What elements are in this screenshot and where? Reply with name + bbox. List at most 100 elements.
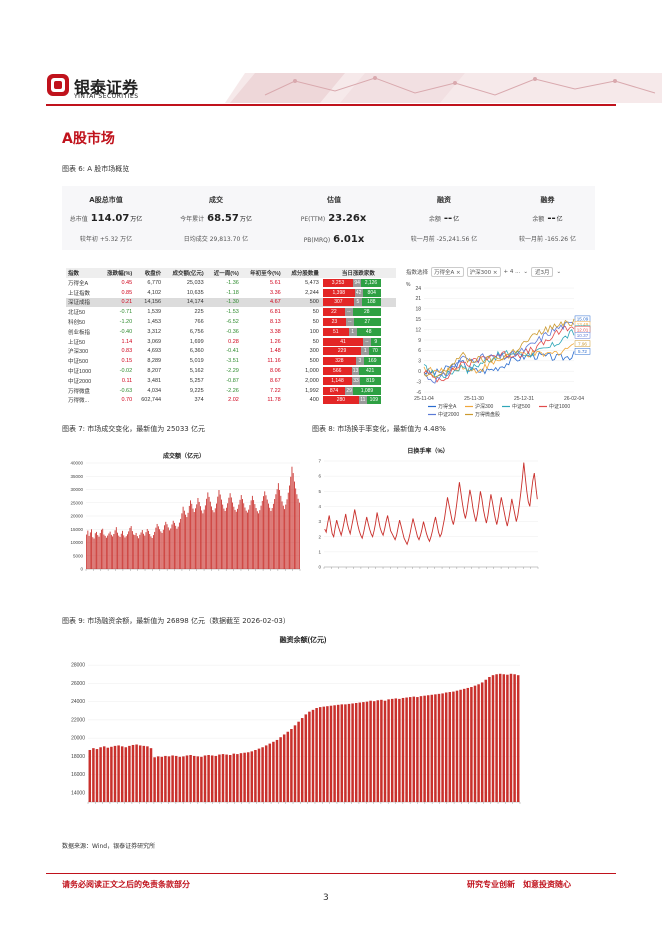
bar <box>87 530 89 569</box>
table-row[interactable]: 深证成指 0.21 14,156 14,174 -1.30 4.67 500 307 5 188 <box>66 297 396 308</box>
table-header-cell[interactable]: 近一周(%) <box>205 268 241 278</box>
table-row[interactable]: 上证指数 0.85 4,102 10,635 -1.18 3.36 2,244 1,398 42… <box>66 288 396 298</box>
end-value-label: 12.01 <box>574 326 591 333</box>
advances-segment: 1,148 <box>322 376 353 385</box>
index-select-label: 指数选择 <box>406 270 429 276</box>
table-cell: 3.36 <box>269 289 281 296</box>
bar <box>380 699 383 802</box>
bar <box>131 744 135 802</box>
bar <box>210 755 214 802</box>
chart-title: 成交额（亿元） <box>163 452 205 460</box>
table-header-cell[interactable]: 成分股数量 <box>282 268 321 278</box>
bar <box>189 755 192 802</box>
declines-segment: 1,089 <box>353 386 381 395</box>
bar <box>473 685 477 802</box>
index-series-line <box>423 321 575 384</box>
advance-decline-bar: 23 -- 27 <box>322 318 381 327</box>
y-tick-label: 22000 <box>71 717 85 723</box>
bar <box>444 692 448 802</box>
bar <box>125 536 127 569</box>
table-row[interactable]: 上证50 1.14 3,069 1,699 0.28 1.26 50 41 -- 9 <box>66 337 396 347</box>
bar <box>354 702 358 802</box>
bar <box>239 753 243 802</box>
table-cell: 沪深300 <box>68 349 89 356</box>
bar <box>296 494 298 569</box>
declines-segment: 27 <box>353 318 381 327</box>
bar <box>253 500 255 569</box>
bar <box>166 524 168 569</box>
table-cell: -3.51 <box>226 358 239 365</box>
table-row[interactable]: 创业板指 -0.40 3,312 6,756 -0.36 3.38 100 51 1 48 <box>66 327 396 337</box>
table-row[interactable]: 沪深300 0.83 4,693 6,360 -0.41 1.48 300 229 1 70 <box>66 347 396 357</box>
declines-segment: 188 <box>361 298 381 307</box>
bar <box>114 530 116 569</box>
footer-slogan: 研究专业创新 如意投资随心 <box>467 880 571 889</box>
bar <box>149 534 151 569</box>
bar <box>405 697 408 802</box>
bar <box>277 483 279 569</box>
figure-caption: 图表 8: 市场换手率变化，最新值为 4.48% <box>312 425 446 433</box>
table-row[interactable]: 中证2000 0.11 3,481 5,257 -0.87 8.67 2,000 1,148 3… <box>66 376 396 386</box>
end-value-label: 10.37 <box>574 332 591 339</box>
chart-background <box>306 441 550 595</box>
bar <box>123 535 125 569</box>
bar <box>110 746 113 802</box>
bar <box>264 491 266 569</box>
bar <box>213 512 215 569</box>
bar <box>221 754 225 802</box>
bar <box>91 529 92 569</box>
bar <box>134 535 136 569</box>
table-row[interactable]: 万得微盘 -0.63 4,034 9,225 -2.26 7.22 1,992 874 29 1,… <box>66 386 396 396</box>
table-cell: 6,770 <box>147 279 162 286</box>
y-tick-label: 12 <box>415 327 421 333</box>
table-cell: -0.63 <box>119 387 133 394</box>
bar <box>122 530 123 569</box>
bar <box>246 512 248 569</box>
table-header-cell[interactable]: 成交额(亿元) <box>163 268 206 278</box>
bar <box>257 748 261 802</box>
bar <box>113 745 117 802</box>
index-chip[interactable]: 万得全A × <box>431 267 464 277</box>
y-tick-label: 21 <box>415 296 421 302</box>
table-cell: 10,635 <box>186 289 204 296</box>
bar <box>263 496 264 570</box>
table-header-cell[interactable]: 收盘价 <box>134 268 164 278</box>
svg-text:13.49: 13.49 <box>577 322 589 327</box>
bar <box>315 708 318 802</box>
bar <box>266 499 268 569</box>
index-chip[interactable]: 沪深300 × <box>466 267 501 277</box>
table-cell: 0.45 <box>121 279 133 286</box>
chevron-down-icon[interactable]: ⌄ <box>556 269 562 275</box>
bar <box>426 695 430 802</box>
table-cell: 0.21 <box>98 297 135 308</box>
table-header-cell[interactable]: 涨跌幅(%) <box>98 268 135 278</box>
bar <box>448 692 452 802</box>
table-row[interactable]: 北证50 -0.71 1,539 225 -1.53 6.81 50 22 -- 28 <box>66 307 396 317</box>
table-header-cell[interactable]: 年初至今(%) <box>240 268 283 278</box>
table-row[interactable]: 万得全A 0.45 6,770 25,033 -1.36 5.61 5,473 3,253 94… <box>66 278 396 288</box>
chevron-down-icon[interactable]: ⌄ <box>523 269 528 275</box>
table-row[interactable]: 科创50 -1.20 1,453 766 -6.52 8.13 50 23 -- 27 <box>66 317 396 327</box>
bar <box>269 507 271 569</box>
bar <box>139 534 141 569</box>
table-cell: 上证指数 <box>68 290 91 297</box>
table-header-cell[interactable]: 当日涨跌家数 <box>320 268 396 278</box>
advance-decline-bar: 307 5 188 <box>322 298 381 307</box>
kpi-title: 估值 <box>327 196 341 204</box>
table-cell: -0.02 <box>119 368 133 375</box>
legend-label: 中证1000 <box>549 403 570 410</box>
bar <box>408 697 412 802</box>
y-unit-label: % <box>406 282 411 288</box>
bar <box>254 749 257 802</box>
range-select[interactable]: 近3月 <box>530 267 554 277</box>
svg-text:15.09: 15.09 <box>577 317 589 322</box>
table-row[interactable]: 中证1000 -0.02 8,207 5,162 -2.29 8.06 1,000 566 13… <box>66 366 396 376</box>
table-header-cell[interactable]: 指数 <box>66 268 99 278</box>
bar <box>103 534 105 569</box>
bar <box>423 695 426 802</box>
table-row[interactable]: 中证500 0.15 8,289 5,019 -3.51 11.16 500 328 3 169 <box>66 356 396 366</box>
y-tick-label: 15000 <box>70 527 83 532</box>
table-row[interactable]: 万得微... 0.70 602,744 374 2.02 11.78 400 280 11 109 <box>66 396 396 406</box>
index-chip-more[interactable]: + 4 ... <box>503 269 521 275</box>
bar <box>498 673 502 802</box>
